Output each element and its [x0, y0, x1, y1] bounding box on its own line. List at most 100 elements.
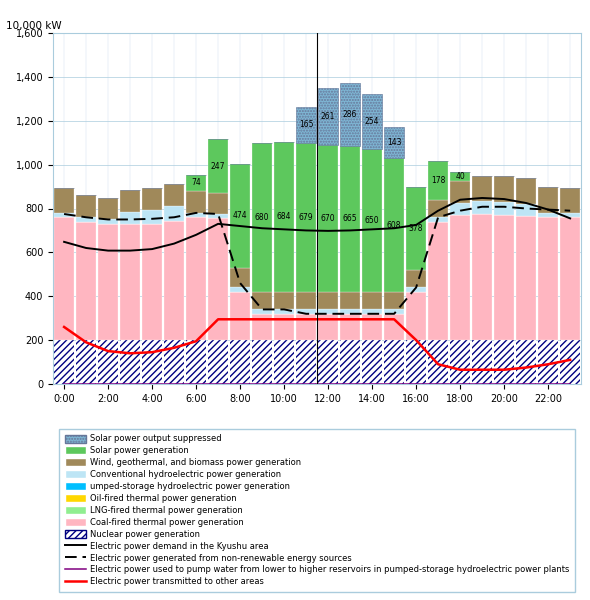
Text: 650: 650 [365, 216, 379, 225]
Bar [384, 310, 404, 314]
Bar [340, 83, 360, 146]
Bar [98, 224, 118, 340]
Bar [142, 340, 162, 384]
Bar [296, 314, 316, 340]
Bar [274, 142, 294, 292]
Bar [208, 214, 228, 218]
Bar [362, 310, 382, 314]
Bar [186, 213, 206, 217]
Bar [296, 310, 316, 314]
Bar [318, 145, 338, 292]
Bar [472, 340, 492, 384]
Text: 40: 40 [455, 172, 465, 181]
Bar [252, 340, 272, 384]
Bar [450, 181, 470, 203]
Bar [142, 188, 162, 209]
Bar [450, 340, 470, 384]
Bar [428, 221, 448, 340]
Bar [450, 215, 470, 340]
Bar [274, 310, 294, 314]
Text: 10,000 kW: 10,000 kW [6, 21, 61, 31]
Bar [186, 340, 206, 384]
Bar [516, 340, 536, 384]
Bar [54, 340, 74, 384]
Bar [252, 314, 272, 340]
Text: 679: 679 [299, 213, 313, 222]
Bar [362, 314, 382, 340]
Bar [164, 221, 184, 340]
Bar [450, 172, 470, 181]
Bar [274, 314, 294, 340]
Bar [230, 287, 250, 292]
Bar [186, 191, 206, 213]
Bar [274, 292, 294, 310]
Bar [538, 340, 558, 384]
Text: 247: 247 [211, 161, 225, 170]
Bar [98, 197, 118, 220]
Bar [252, 310, 272, 314]
Bar [406, 187, 426, 270]
Bar [340, 340, 360, 384]
Bar [428, 200, 448, 217]
Legend: Solar power output suppressed, Solar power generation, Wind, geothermal, and bio: Solar power output suppressed, Solar pow… [59, 428, 575, 592]
Bar [472, 201, 492, 214]
Text: 178: 178 [431, 176, 445, 185]
Bar [362, 340, 382, 384]
Text: 165: 165 [299, 121, 313, 130]
Bar [362, 149, 382, 292]
Bar [560, 217, 581, 340]
Bar [516, 204, 536, 216]
Bar [494, 176, 514, 202]
Bar [142, 224, 162, 340]
Bar [384, 158, 404, 292]
Bar [406, 292, 426, 340]
Text: 378: 378 [409, 224, 424, 233]
Bar [120, 212, 140, 224]
Bar [340, 310, 360, 314]
Bar [406, 287, 426, 292]
Bar [560, 340, 581, 384]
Bar [120, 224, 140, 340]
Bar [384, 127, 404, 158]
Bar [318, 340, 338, 384]
Bar [340, 146, 360, 292]
Bar [362, 292, 382, 310]
Bar [54, 188, 74, 213]
Text: 665: 665 [343, 214, 358, 223]
Bar [208, 139, 228, 193]
Bar [230, 292, 250, 340]
Bar [54, 213, 74, 217]
Text: 286: 286 [343, 110, 358, 119]
Bar [98, 220, 118, 224]
Bar [274, 340, 294, 384]
Text: 261: 261 [321, 112, 335, 121]
Bar [340, 314, 360, 340]
Bar [318, 88, 338, 145]
Text: 684: 684 [277, 212, 291, 221]
Bar [362, 94, 382, 149]
Bar [318, 310, 338, 314]
Bar [164, 340, 184, 384]
Text: 670: 670 [321, 214, 336, 223]
Text: 143: 143 [387, 138, 401, 147]
Bar [560, 213, 581, 217]
Bar [296, 340, 316, 384]
Bar [406, 340, 426, 384]
Bar [318, 314, 338, 340]
Bar [428, 217, 448, 221]
Bar [538, 187, 558, 213]
Bar [472, 176, 492, 201]
Bar [384, 292, 404, 310]
Bar [186, 217, 206, 340]
Bar [208, 193, 228, 214]
Text: 474: 474 [233, 211, 247, 220]
Bar [428, 161, 448, 200]
Bar [428, 340, 448, 384]
Bar [76, 217, 96, 221]
Bar [318, 292, 338, 310]
Bar [560, 188, 581, 213]
Bar [296, 143, 316, 292]
Bar [340, 292, 360, 310]
Bar [208, 218, 228, 340]
Bar [384, 314, 404, 340]
